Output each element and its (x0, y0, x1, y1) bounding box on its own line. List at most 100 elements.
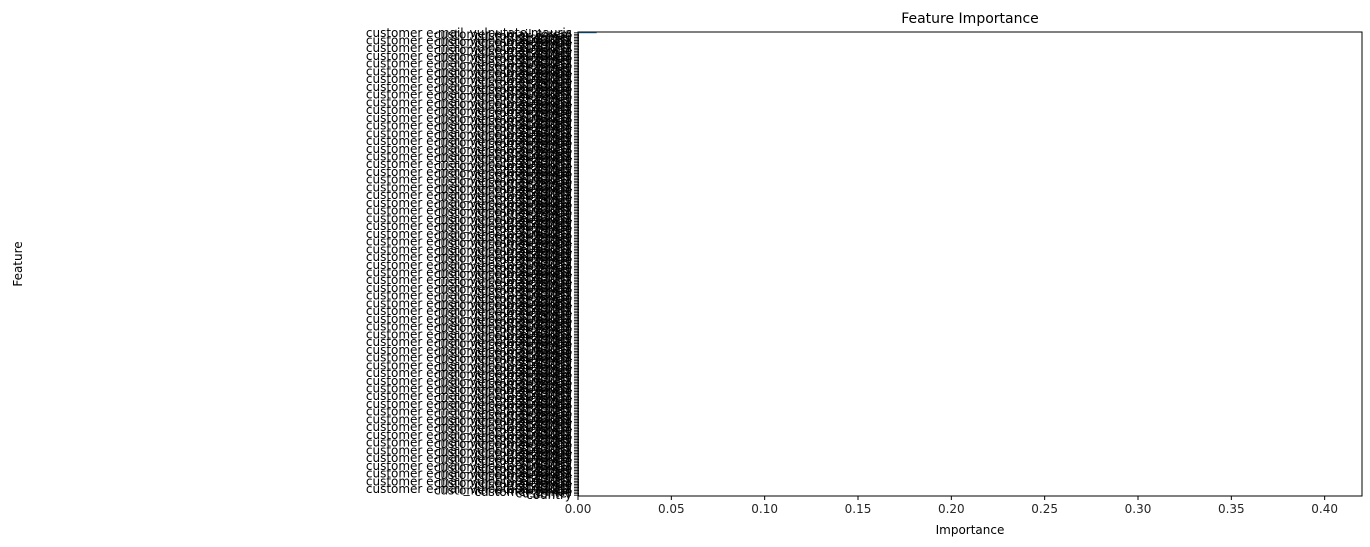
y-tick-label-279: country (526, 457, 572, 471)
x-tick-label-0: 0.00 (565, 502, 592, 516)
y-tick-label-21: customer e-mail_lorem (434, 58, 572, 72)
y-tick-label-267: customer e-mail (474, 439, 572, 453)
y-tick-label-192: customer e-mail (474, 323, 572, 337)
y-tick-label-184: country (526, 310, 572, 324)
y-tick-label-293: customer (515, 479, 572, 493)
y-tick-label-80: customer e-mail_vulputate.mauris (366, 150, 572, 164)
y-tick-label-201: customer e-mail_lorem (434, 337, 572, 351)
y-tick-label-246: customer e-mail_lorem (434, 406, 572, 420)
x-tick-label-4: 0.20 (938, 502, 965, 516)
y-tick-label-259: country (526, 426, 572, 440)
y-tick-label-295: customer e-mail_vulputate.mauris (366, 482, 572, 496)
y-tick-label-128: customer (515, 224, 572, 238)
y-tick-label-297: customer e-mail (474, 485, 572, 499)
y-tick-label-115: customer e-mail_vulputate.mauris (366, 204, 572, 218)
y-tick-label-37: customer e-mail (474, 83, 572, 97)
y-tick-label-205: customer e-mail_vulputate.mauris (366, 343, 572, 357)
y-tick-label-139: country (526, 241, 572, 255)
y-tick-label-99: country (526, 179, 572, 193)
y-tick-label-33: customer (515, 77, 572, 91)
y-tick-label-66: customer e-mail_lorem (434, 128, 572, 142)
y-tick-label-144: country (526, 248, 572, 262)
y-tick-label-256: customer e-mail_lorem (434, 422, 572, 436)
y-tick-label-57: customer e-mail (474, 114, 572, 128)
y-tick-label-7: customer e-mail (474, 37, 572, 51)
y-tick-label-6: customer e-mail_lorem (434, 35, 572, 49)
y-tick-label-125: customer e-mail_vulputate.mauris (366, 219, 572, 233)
y-tick-label-118: customer (515, 208, 572, 222)
y-tick-label-158: customer (515, 270, 572, 284)
y-tick-label-35: customer e-mail_vulputate.mauris (366, 80, 572, 94)
y-tick-label-107: customer e-mail (474, 191, 572, 205)
y-tick-label-63: customer (515, 123, 572, 137)
y-tick-label-249: country (526, 411, 572, 425)
y-tick-label-296: customer e-mail_lorem (434, 484, 572, 498)
bar-0 (578, 32, 597, 34)
y-tick-label-160: customer e-mail_vulputate.mauris (366, 273, 572, 287)
y-tick-label-12: customer e-mail (474, 44, 572, 58)
y-tick-label-163: customer (515, 278, 572, 292)
y-tick-label-264: country (526, 434, 572, 448)
y-tick-label-20: customer e-mail_vulputate.mauris (366, 57, 572, 71)
y-tick-label-11: customer e-mail_lorem (434, 43, 572, 57)
y-tick-label-51: customer e-mail_lorem (434, 105, 572, 119)
y-tick-label-211: customer e-mail_lorem (434, 352, 572, 366)
y-tick-label-54: country (526, 109, 572, 123)
y-tick-label-61: customer e-mail_lorem (434, 120, 572, 134)
y-tick-label-81: customer e-mail_lorem (434, 151, 572, 165)
y-tick-label-161: customer e-mail_lorem (434, 275, 572, 289)
y-tick-label-46: customer e-mail_lorem (434, 97, 572, 111)
y-tick-label-260: customer e-mail_vulputate.mauris (366, 428, 572, 442)
y-tick-label-1: customer e-mail_lorem (434, 27, 572, 41)
y-tick-label-111: customer e-mail_lorem (434, 197, 572, 211)
y-tick-label-151: customer e-mail_lorem (434, 259, 572, 273)
y-tick-label-5: customer e-mail_vulputate.mauris (366, 34, 572, 48)
y-tick-label-64: country (526, 125, 572, 139)
y-tick-label-265: customer e-mail_vulputate.mauris (366, 436, 572, 450)
y-tick-label-19: country (526, 55, 572, 69)
y-tick-label-157: customer e-mail (474, 269, 572, 283)
y-tick-label-85: customer e-mail_vulputate.mauris (366, 157, 572, 171)
y-tick-label-298: customer (515, 487, 572, 501)
y-tick-label-79: country (526, 148, 572, 162)
x-tick-label-2: 0.10 (751, 502, 778, 516)
y-tick-label-196: customer e-mail_lorem (434, 329, 572, 343)
x-tick-label-8: 0.40 (1311, 502, 1338, 516)
feature-labels: customer e-mail_vulputate.mauriscustomer… (366, 26, 572, 502)
y-tick-label-213: customer (515, 355, 572, 369)
y-tick-label-251: customer e-mail_lorem (434, 414, 572, 428)
y-tick-label-289: country (526, 473, 572, 487)
y-tick-label-121: customer e-mail_lorem (434, 213, 572, 227)
y-tick-label-182: customer e-mail (474, 307, 572, 321)
y-tick-label-261: customer e-mail_lorem (434, 429, 572, 443)
y-tick-label-245: customer e-mail_vulputate.mauris (366, 405, 572, 419)
y-tick-label-281: customer e-mail_lorem (434, 460, 572, 474)
y-tick-label-59: country (526, 117, 572, 131)
y-tick-label-288: customer (515, 471, 572, 485)
y-tick-label-269: country (526, 442, 572, 456)
y-tick-label-255: customer e-mail_vulputate.mauris (366, 420, 572, 434)
y-tick-label-145: customer e-mail_vulputate.mauris (366, 250, 572, 264)
y-tick-label-241: customer e-mail_lorem (434, 399, 572, 413)
y-tick-label-207: customer e-mail (474, 346, 572, 360)
y-tick-label-148: customer (515, 255, 572, 269)
y-tick-label-258: customer (515, 425, 572, 439)
y-tick-label-186: customer e-mail_lorem (434, 313, 572, 327)
y-tick-label-167: customer e-mail (474, 284, 572, 298)
y-tick-label-72: customer e-mail (474, 137, 572, 151)
y-tick-label-113: customer (515, 201, 572, 215)
y-tick-label-272: customer e-mail (474, 446, 572, 460)
y-tick-label-174: country (526, 295, 572, 309)
y-tick-label-198: customer (515, 332, 572, 346)
y-tick-label-105: customer e-mail_vulputate.mauris (366, 188, 572, 202)
x-tick-label-5: 0.25 (1031, 502, 1058, 516)
y-tick-label-233: customer (515, 386, 572, 400)
y-tick-label-4: country (526, 32, 572, 46)
y-tick-label-263: customer (515, 433, 572, 447)
y-tick-label-109: country (526, 194, 572, 208)
y-tick-label-193: customer (515, 324, 572, 338)
y-tick-label-52: customer e-mail (474, 106, 572, 120)
y-tick-label-235: customer e-mail_vulputate.mauris (366, 389, 572, 403)
y-tick-label-250: customer e-mail_vulputate.mauris (366, 412, 572, 426)
y-tick-label-268: customer (515, 440, 572, 454)
